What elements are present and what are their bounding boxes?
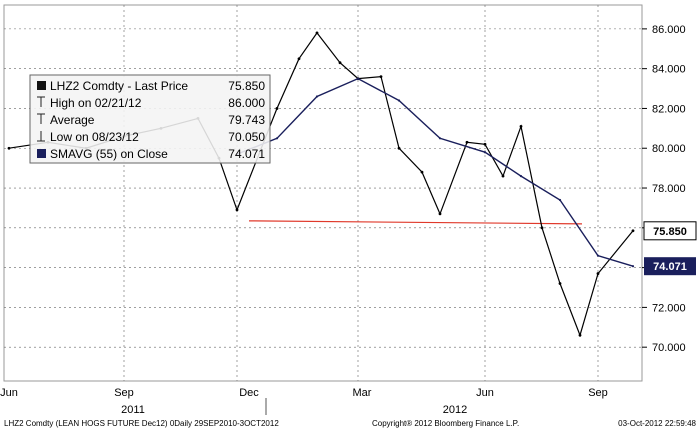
price-point [519, 124, 523, 128]
sma-point [483, 151, 487, 154]
price-point [596, 272, 600, 275]
y-axis-labels: 70.00072.00074.00076.00078.00080.00082.0… [652, 24, 686, 354]
legend-value: 86.000 [228, 96, 265, 110]
price-point [235, 208, 239, 212]
legend-rows: LHZ2 Comdty - Last Price 75.850 High on 02… [37, 79, 265, 161]
legend-label: Average [50, 113, 95, 127]
price-point [558, 282, 562, 285]
legend-square-icon [37, 81, 46, 90]
sma-point [356, 77, 360, 80]
legend-label: SMAVG (55) on Close [50, 147, 168, 161]
legend-value: 79.743 [228, 113, 265, 127]
sma-point [397, 99, 401, 102]
price-point [438, 212, 442, 216]
x-tick-label: Mar [353, 387, 372, 399]
sma-point [275, 137, 279, 140]
legend: LHZ2 Comdty - Last Price 75.850 High on 02… [29, 74, 271, 164]
x-tick-label: Dec [239, 387, 259, 399]
footer-left: LHZ2 Comdty (LEAN HOGS FUTURE Dec12) 0Da… [4, 419, 279, 428]
sma-point [519, 174, 523, 178]
sma-point [631, 265, 635, 268]
sma-tag-label: 74.071 [653, 261, 687, 273]
sma-point [315, 95, 319, 98]
x-tick-label: Sep [114, 387, 134, 399]
legend-label: LHZ2 Comdty - Last Price [50, 79, 188, 93]
last-price-tag [643, 221, 697, 241]
x-tick-label: Jun [476, 387, 494, 399]
legend-smavg-square-icon [37, 149, 46, 158]
legend-value: 70.050 [228, 130, 265, 144]
y-tick-label: 84.000 [652, 64, 686, 76]
sma-point [438, 137, 442, 140]
price-point [578, 333, 582, 337]
plot-frame [3, 4, 643, 382]
support-line [248, 220, 583, 225]
y-tick-label: 82.000 [652, 103, 686, 115]
price-point [540, 226, 544, 230]
price-point [7, 146, 11, 150]
legend-label: Low on 08/23/12 [50, 130, 139, 144]
y-tick-label: 86.000 [652, 24, 686, 36]
price-point [315, 31, 319, 35]
footer-timestamp: 03-Oct-2012 22:59:48 [618, 419, 696, 428]
y-tick-label: 80.000 [652, 143, 686, 155]
year-label: 2012 [443, 404, 467, 416]
y-tick-label: 72.000 [652, 302, 686, 314]
x-tick-label: Sep [588, 387, 608, 399]
legend-value: 75.850 [228, 79, 265, 93]
price-point [379, 75, 383, 79]
sma-tag [644, 257, 696, 276]
legend-value: 74.071 [228, 147, 265, 161]
price-point [465, 140, 469, 144]
price-point [338, 61, 342, 65]
year-label: 2011 [121, 404, 145, 416]
x-axis-labels: Jun Sep Dec Mar Jun Sep 2011 2012 [0, 387, 608, 416]
price-point [420, 170, 424, 174]
y-tick-label: 78.000 [652, 183, 686, 195]
price-point [397, 146, 401, 150]
price-point [631, 229, 635, 233]
price-point [483, 142, 487, 146]
legend-label: High on 02/21/12 [50, 96, 142, 110]
price-point [501, 174, 505, 178]
x-tick-label: Jun [0, 387, 18, 399]
y-tick-label: 70.000 [652, 342, 686, 354]
sma-point [596, 254, 600, 257]
last-price-tag-label: 75.850 [653, 226, 687, 238]
legend-box [29, 74, 271, 164]
price-point [297, 57, 301, 61]
price-point [275, 107, 279, 110]
sma-point [558, 198, 562, 202]
value-tags: 75.850 74.071 [643, 221, 697, 276]
footer-copyright: Copyright® 2012 Bloomberg Finance L.P. [372, 419, 519, 428]
